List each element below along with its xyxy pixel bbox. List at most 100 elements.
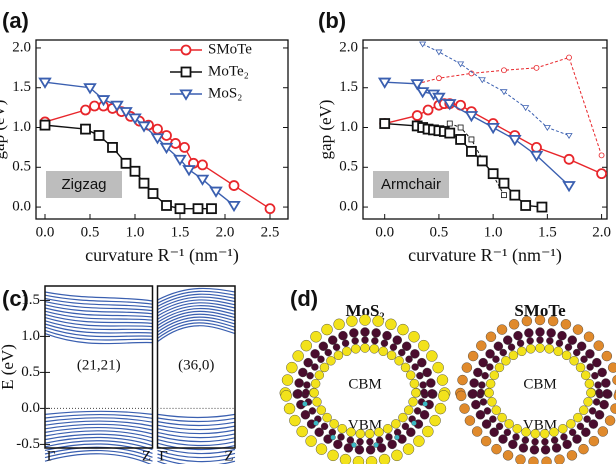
x-axis-label: curvature R⁻¹ (nm⁻¹) (408, 245, 562, 266)
atom (334, 319, 345, 330)
x-tick-label: 0.0 (375, 224, 394, 240)
y-tick-label: 1.5 (21, 292, 40, 308)
atom (536, 328, 545, 337)
marker (501, 193, 506, 198)
atom (458, 375, 468, 385)
x-tick-label: 1.0 (126, 224, 145, 240)
marker (489, 169, 498, 178)
atom (317, 406, 326, 415)
marker (180, 143, 189, 152)
marker (532, 143, 541, 152)
atom (391, 450, 402, 461)
atom (513, 331, 522, 340)
atom (587, 364, 594, 371)
marker (413, 111, 422, 120)
marker (447, 121, 452, 126)
atom (592, 358, 601, 367)
atom (498, 413, 507, 422)
x-tick-label: 1.0 (484, 224, 503, 240)
atom (412, 421, 417, 426)
atom (409, 331, 420, 342)
marker (436, 50, 442, 55)
atom (282, 375, 293, 386)
annotation: Armchair (381, 176, 441, 193)
atom (595, 382, 602, 389)
atom (530, 445, 539, 454)
atom (406, 356, 413, 363)
marker (149, 189, 158, 198)
atom (581, 356, 588, 363)
atom (602, 389, 611, 398)
marker (445, 129, 454, 138)
atom (379, 454, 390, 464)
x-tick-label: Z (224, 448, 233, 464)
atom (504, 429, 511, 436)
x-tick-label: 0.0 (36, 224, 55, 240)
atom (379, 347, 388, 356)
marker (534, 65, 539, 70)
atom (476, 341, 486, 351)
atom (558, 331, 567, 340)
atom (438, 390, 449, 401)
atom (393, 336, 402, 345)
atom (352, 337, 359, 344)
atom (397, 324, 408, 335)
atom (531, 429, 540, 438)
atom (322, 324, 333, 335)
atom (577, 423, 584, 430)
atom (331, 435, 336, 440)
atom (484, 407, 491, 414)
atom (320, 363, 329, 372)
atom (555, 455, 565, 464)
marker (537, 203, 546, 212)
atom (476, 410, 485, 419)
marker (230, 181, 239, 190)
legend-label: SMoTe (208, 41, 252, 57)
atom (499, 435, 508, 444)
atom (302, 389, 309, 396)
atom (374, 443, 379, 448)
atom (286, 362, 297, 373)
marker (565, 155, 574, 164)
atom (414, 407, 421, 414)
atom (307, 372, 314, 379)
marker (131, 167, 140, 176)
atom (573, 325, 583, 335)
band-decoration (158, 458, 236, 464)
marker (108, 143, 117, 152)
cbm-label: CBM (523, 376, 556, 392)
atom (422, 426, 433, 437)
subplot-label: (36,0) (178, 357, 214, 373)
atom (317, 356, 324, 363)
atom (602, 351, 612, 361)
atom (293, 351, 304, 362)
atom (492, 356, 499, 363)
atom (338, 331, 347, 340)
atom (497, 325, 507, 335)
atom (353, 456, 364, 464)
atom (515, 455, 525, 464)
atom (552, 443, 561, 452)
marker (510, 191, 519, 200)
band-decoration (45, 411, 153, 414)
y-tick-label: 0.5 (12, 159, 31, 175)
atom (584, 397, 593, 406)
marker (140, 179, 149, 188)
atom (490, 371, 499, 380)
atom (501, 356, 510, 365)
atom (410, 379, 419, 388)
atom (477, 389, 484, 396)
band-decoration (45, 292, 153, 301)
atom (568, 336, 577, 345)
atom (546, 337, 553, 344)
atom (600, 400, 609, 409)
y-tick-label: 1.5 (339, 79, 358, 95)
atom (430, 415, 441, 426)
atom (416, 372, 423, 379)
atom (558, 424, 567, 433)
atom (309, 407, 316, 414)
atom (589, 436, 599, 446)
atom (418, 340, 429, 351)
atom (482, 372, 489, 379)
marker (207, 204, 216, 213)
